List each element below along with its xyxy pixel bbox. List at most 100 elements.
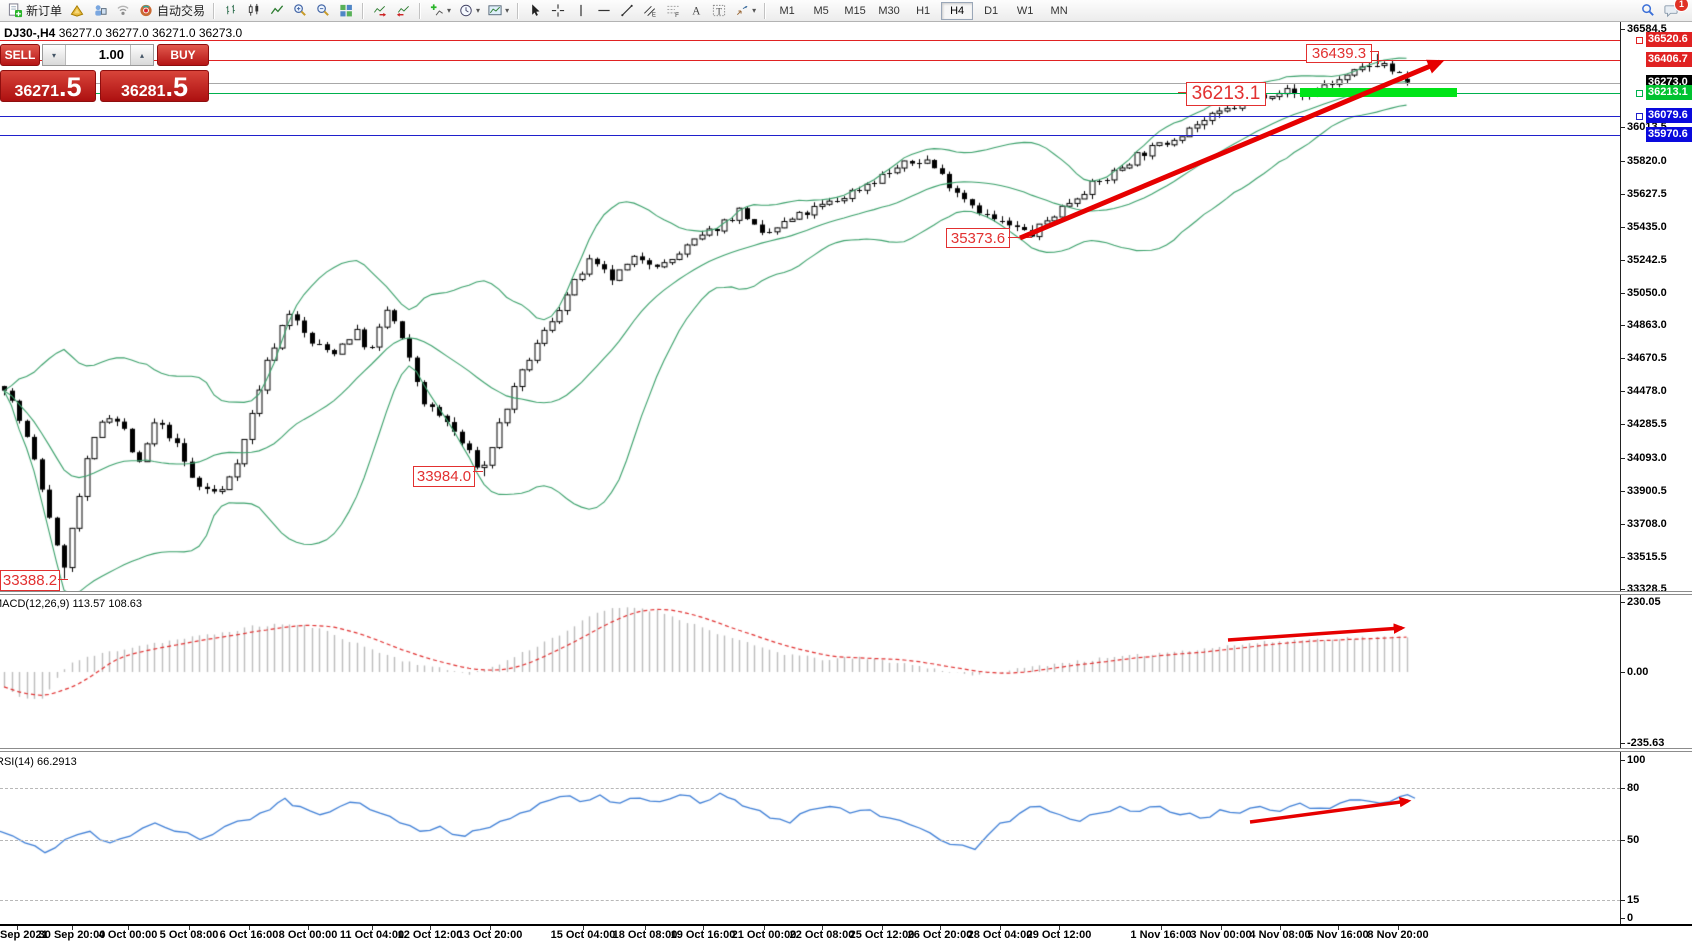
volume-input[interactable]: 1.00 [98,47,124,62]
time-axis-label: 13 Oct 20:00 [457,929,523,941]
zoom-out-button[interactable] [312,1,334,20]
time-axis[interactable]: Sep 2021 30 Sep 20:00 4 Oct 00:00 5 Oct 08:… [0,926,1692,943]
trendline-tool-button[interactable] [616,1,638,20]
price-tick-label: 35050.0 [1627,287,1667,299]
price-level-line-36520.6[interactable] [0,40,1620,41]
price-tick-label: 34478.0 [1627,385,1667,397]
text-tool-button[interactable]: A [685,1,707,20]
price-level-line-36213.1[interactable] [0,93,1620,94]
metaeditor-icon [70,4,84,17]
macd-axis-label: 230.05 [1627,596,1661,608]
timeframe-button-m5[interactable]: M5 [813,4,829,17]
vertical-line-tool-button[interactable] [570,1,592,20]
dropdown-caret-icon: ▾ [476,6,481,15]
fibonacci-tool-button[interactable]: F [662,1,684,20]
price-level-line-35970.6[interactable] [0,135,1620,136]
support-zone-highlight[interactable] [1300,88,1457,97]
price-level-line-36406.7[interactable] [0,60,1620,61]
timeframe-button-mn[interactable]: MN [1050,4,1068,17]
macd-axis-label: 0.00 [1627,666,1649,678]
price-tick-mark [1621,358,1625,359]
zoom-in-button[interactable] [289,1,311,20]
candlestick-chart-icon [248,3,259,16]
tile-windows-button[interactable] [335,1,357,20]
time-tick-mark [17,926,18,930]
volume-decrease-button[interactable]: ▾ [43,45,66,65]
timeframe-button-d1[interactable]: D1 [984,4,999,17]
strategy-tester-button[interactable] [89,1,111,20]
rsi-canvas[interactable] [0,752,1620,926]
new-order-button[interactable]: 新订单 [4,1,65,20]
signals-button[interactable] [112,1,134,20]
search-button[interactable] [1637,1,1659,20]
panel-separator[interactable] [0,591,1692,595]
rsi-tick-mark [1621,760,1625,761]
time-axis-label: 4 Oct 00:00 [98,929,158,941]
time-axis-label: 1 Nov 16:00 [1130,929,1192,941]
price-level-line-36079.6[interactable] [0,116,1620,117]
periods-button[interactable]: ▾ [455,1,483,20]
annotation-leader-line [58,579,68,580]
horizontal-line-tool-button[interactable] [593,1,615,20]
price-annotation-33388.2[interactable]: 33388.2 [0,570,60,591]
chart-shift-icon [396,5,409,17]
rsi-level-dashed-line [0,788,1620,789]
macd-tick-mark [1621,672,1625,673]
equidistant-channel-icon: E [644,5,656,18]
rsi-level-dashed-line [0,840,1620,841]
metaeditor-button[interactable] [66,1,88,20]
timeframe-button-w1[interactable]: W1 [1016,4,1034,17]
arrows-tool-button[interactable]: ▾ [731,1,759,20]
price-annotation-35373.6[interactable]: 35373.6 [946,228,1010,248]
auto-scroll-icon [374,5,387,17]
main-chart-canvas[interactable] [0,22,1620,592]
buy-button[interactable]: BUY [157,44,209,66]
ohlc-values: 36277.0 36277.0 36271.0 36273.0 [58,26,243,40]
toolbar: 新订单 自动交易 [0,0,1692,22]
sell-price-box[interactable]: 36271.5 [0,70,96,102]
price-tick-mark [1621,424,1625,425]
svg-text:E: E [652,12,656,18]
indicators-button[interactable]: ▾ [426,1,454,20]
time-tick-mark [128,926,129,930]
price-annotation-36213.1[interactable]: 36213.1 [1186,82,1266,106]
price-tick-mark [1621,260,1625,261]
chat-button[interactable]: 1 [1660,0,1689,20]
macd-canvas[interactable] [0,594,1620,748]
time-axis-label: 15 Oct 04:00 [550,929,616,941]
sell-button[interactable]: SELL [0,44,40,66]
time-axis-label: 18 Oct 08:00 [612,929,678,941]
timeframe-button-h4[interactable]: H4 [941,1,974,20]
time-axis-label: 25 Oct 12:00 [849,929,915,941]
timeframe-button-m1[interactable]: M1 [779,4,795,17]
price-level-line-36273[interactable] [0,83,1620,84]
timeframe-button-m15[interactable]: M15 [844,4,866,17]
cursor-tool-button[interactable] [524,1,546,20]
chart-title: DJ30-,H4 36277.0 36277.0 36271.0 36273.0 [4,26,242,40]
volume-increase-button[interactable]: ▴ [130,45,153,65]
time-tick-mark [764,926,765,930]
price-annotation-33984.0[interactable]: 33984.0 [413,466,475,487]
equidistant-channel-tool-button[interactable]: E [639,1,661,20]
text-label-tool-button[interactable]: T [708,1,730,20]
chart-shift-button[interactable] [392,1,414,20]
line-chart-button[interactable] [266,1,288,20]
price-axis-border [1620,22,1621,926]
auto-trading-button[interactable]: 自动交易 [135,1,208,20]
templates-button[interactable]: ▾ [484,1,512,20]
annotation-leader-line [1008,237,1032,238]
time-axis-label: 6 Oct 16:00 [219,929,279,941]
zoom-out-icon [317,4,329,16]
price-annotation-36439.3[interactable]: 36439.3 [1306,44,1372,63]
macd-tick-mark [1621,602,1625,603]
auto-scroll-button[interactable] [369,1,391,20]
crosshair-tool-button[interactable] [547,1,569,20]
timeframe-button-h1[interactable]: H1 [916,4,931,17]
bar-chart-button[interactable] [220,1,242,20]
buy-price-box[interactable]: 36281.5 [100,70,209,102]
volume-stepper: ▾ 1.00 ▴ [42,44,154,66]
panel-separator[interactable] [0,748,1692,752]
timeframe-button-m30[interactable]: M30 [878,4,900,17]
candlestick-chart-button[interactable] [243,1,265,20]
auto-trading-label: 自动交易 [157,4,206,18]
